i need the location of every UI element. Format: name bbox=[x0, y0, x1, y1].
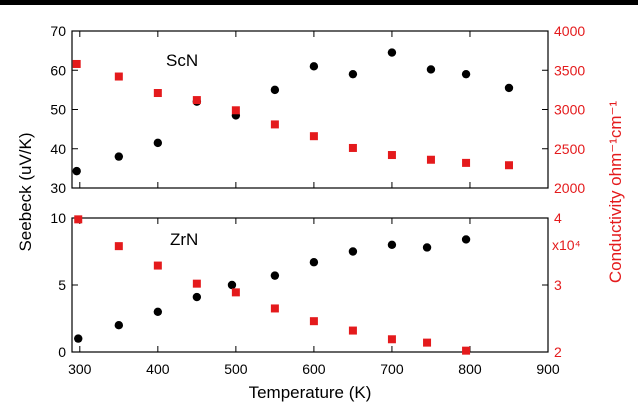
seebeck-point-scn bbox=[461, 69, 471, 79]
points-zrn bbox=[74, 215, 471, 355]
conductivity-point-scn bbox=[462, 158, 471, 167]
seebeck-point-zrn bbox=[348, 247, 358, 256]
conductivity-point-scn bbox=[270, 120, 279, 129]
conductivity-point-zrn bbox=[114, 242, 123, 251]
conductivity-point-zrn bbox=[74, 215, 83, 224]
conductivity-point-scn bbox=[192, 96, 201, 105]
seebeck-point-scn bbox=[114, 152, 124, 161]
conductivity-point-scn bbox=[114, 72, 123, 81]
seebeck-point-zrn bbox=[114, 321, 124, 330]
panel-label-zrn: ZrN bbox=[170, 230, 198, 249]
left-ticks-zrn: 0 5 10 bbox=[50, 210, 78, 360]
y-axis-label-left: Seebeck (uV/K) bbox=[16, 132, 35, 251]
left-tick-label: 50 bbox=[50, 102, 66, 118]
seebeck-point-zrn bbox=[422, 243, 432, 252]
points-scn bbox=[72, 48, 514, 176]
panel-scn: ScN 30 40 50 60 70 2000 2500 3000 3500 4000 bbox=[50, 23, 585, 196]
left-tick-label: 5 bbox=[58, 277, 66, 293]
seebeck-point-zrn bbox=[153, 307, 163, 316]
conductivity-point-zrn bbox=[423, 338, 432, 347]
conductivity-point-zrn bbox=[462, 346, 471, 355]
left-tick-label: 10 bbox=[50, 210, 66, 226]
seebeck-point-scn bbox=[348, 69, 358, 79]
seebeck-point-scn bbox=[504, 83, 514, 93]
conductivity-point-scn bbox=[72, 59, 81, 68]
seebeck-point-zrn bbox=[270, 271, 280, 280]
left-tick-label: 70 bbox=[50, 23, 66, 39]
plot-frame-zrn bbox=[71, 217, 549, 353]
x-ticks-zrn bbox=[79, 218, 549, 352]
conductivity-point-scn bbox=[153, 89, 162, 98]
panel-zrn: ZrN x10⁴ 0 5 10 2 3 4 300 400 500 600 700 800 900 bbox=[50, 210, 580, 377]
left-tick-label: 0 bbox=[58, 344, 66, 360]
right-tick-label: 2500 bbox=[554, 141, 585, 157]
right-tick-label: 3000 bbox=[554, 102, 585, 118]
conductivity-point-zrn bbox=[153, 261, 162, 270]
seebeck-point-scn bbox=[426, 65, 436, 74]
right-tick-label: 4000 bbox=[554, 23, 585, 39]
conductivity-point-scn bbox=[504, 161, 513, 170]
seebeck-point-scn bbox=[72, 166, 81, 176]
conductivity-point-scn bbox=[309, 132, 318, 141]
seebeck-point-scn bbox=[153, 138, 163, 148]
seebeck-point-zrn bbox=[192, 292, 202, 302]
x-tick-label: 400 bbox=[146, 361, 170, 377]
right-tick-label: 4 bbox=[554, 210, 562, 226]
right-tick-label: 2000 bbox=[554, 180, 585, 196]
conductivity-point-scn bbox=[348, 143, 357, 152]
conductivity-point-zrn bbox=[309, 317, 318, 326]
x-tick-label: 300 bbox=[68, 361, 92, 377]
right-tick-label: 2 bbox=[554, 344, 562, 360]
seebeck-point-zrn bbox=[74, 334, 83, 343]
panel-label-scn: ScN bbox=[166, 51, 198, 70]
right-ticks-scn: 2000 2500 3000 3500 4000 bbox=[542, 23, 585, 196]
right-tick-label: 3 bbox=[554, 277, 562, 293]
seebeck-point-zrn bbox=[387, 240, 397, 249]
right-tick-label: 3500 bbox=[554, 62, 585, 78]
x-tick-labels: 300 400 500 600 700 800 900 bbox=[68, 361, 560, 377]
x-tick-label: 600 bbox=[302, 361, 326, 377]
right-axis-multiplier-zrn: x10⁴ bbox=[552, 237, 581, 253]
seebeck-point-zrn bbox=[309, 258, 319, 267]
x-tick-label: 500 bbox=[224, 361, 248, 377]
conductivity-point-zrn bbox=[387, 335, 396, 344]
left-tick-label: 40 bbox=[50, 141, 66, 157]
conductivity-point-scn bbox=[426, 155, 435, 164]
seebeck-point-scn bbox=[309, 62, 319, 71]
x-tick-label: 700 bbox=[380, 361, 404, 377]
left-ticks-scn: 30 40 50 60 70 bbox=[50, 23, 78, 196]
seebeck-point-zrn bbox=[461, 235, 471, 244]
seebeck-point-scn bbox=[387, 48, 397, 57]
conductivity-point-scn bbox=[231, 106, 240, 115]
x-ticks-scn bbox=[79, 31, 549, 188]
top-rule bbox=[0, 0, 638, 5]
conductivity-point-zrn bbox=[192, 279, 201, 288]
x-axis-label: Temperature (K) bbox=[249, 383, 372, 402]
conductivity-point-scn bbox=[387, 151, 396, 160]
plot-frame-scn bbox=[71, 30, 549, 189]
seebeck-point-zrn bbox=[227, 280, 237, 290]
right-ticks-zrn: 2 3 4 bbox=[542, 210, 562, 360]
seebeck-point-scn bbox=[270, 85, 280, 95]
left-tick-label: 60 bbox=[50, 62, 66, 78]
left-tick-label: 30 bbox=[50, 180, 66, 196]
x-tick-label: 900 bbox=[536, 361, 560, 377]
x-tick-label: 800 bbox=[458, 361, 482, 377]
conductivity-point-zrn bbox=[348, 326, 357, 335]
y-axis-label-right: Conductivity ohm⁻¹cm⁻¹ bbox=[606, 101, 625, 284]
conductivity-point-zrn bbox=[270, 304, 279, 313]
conductivity-point-zrn bbox=[231, 288, 240, 297]
